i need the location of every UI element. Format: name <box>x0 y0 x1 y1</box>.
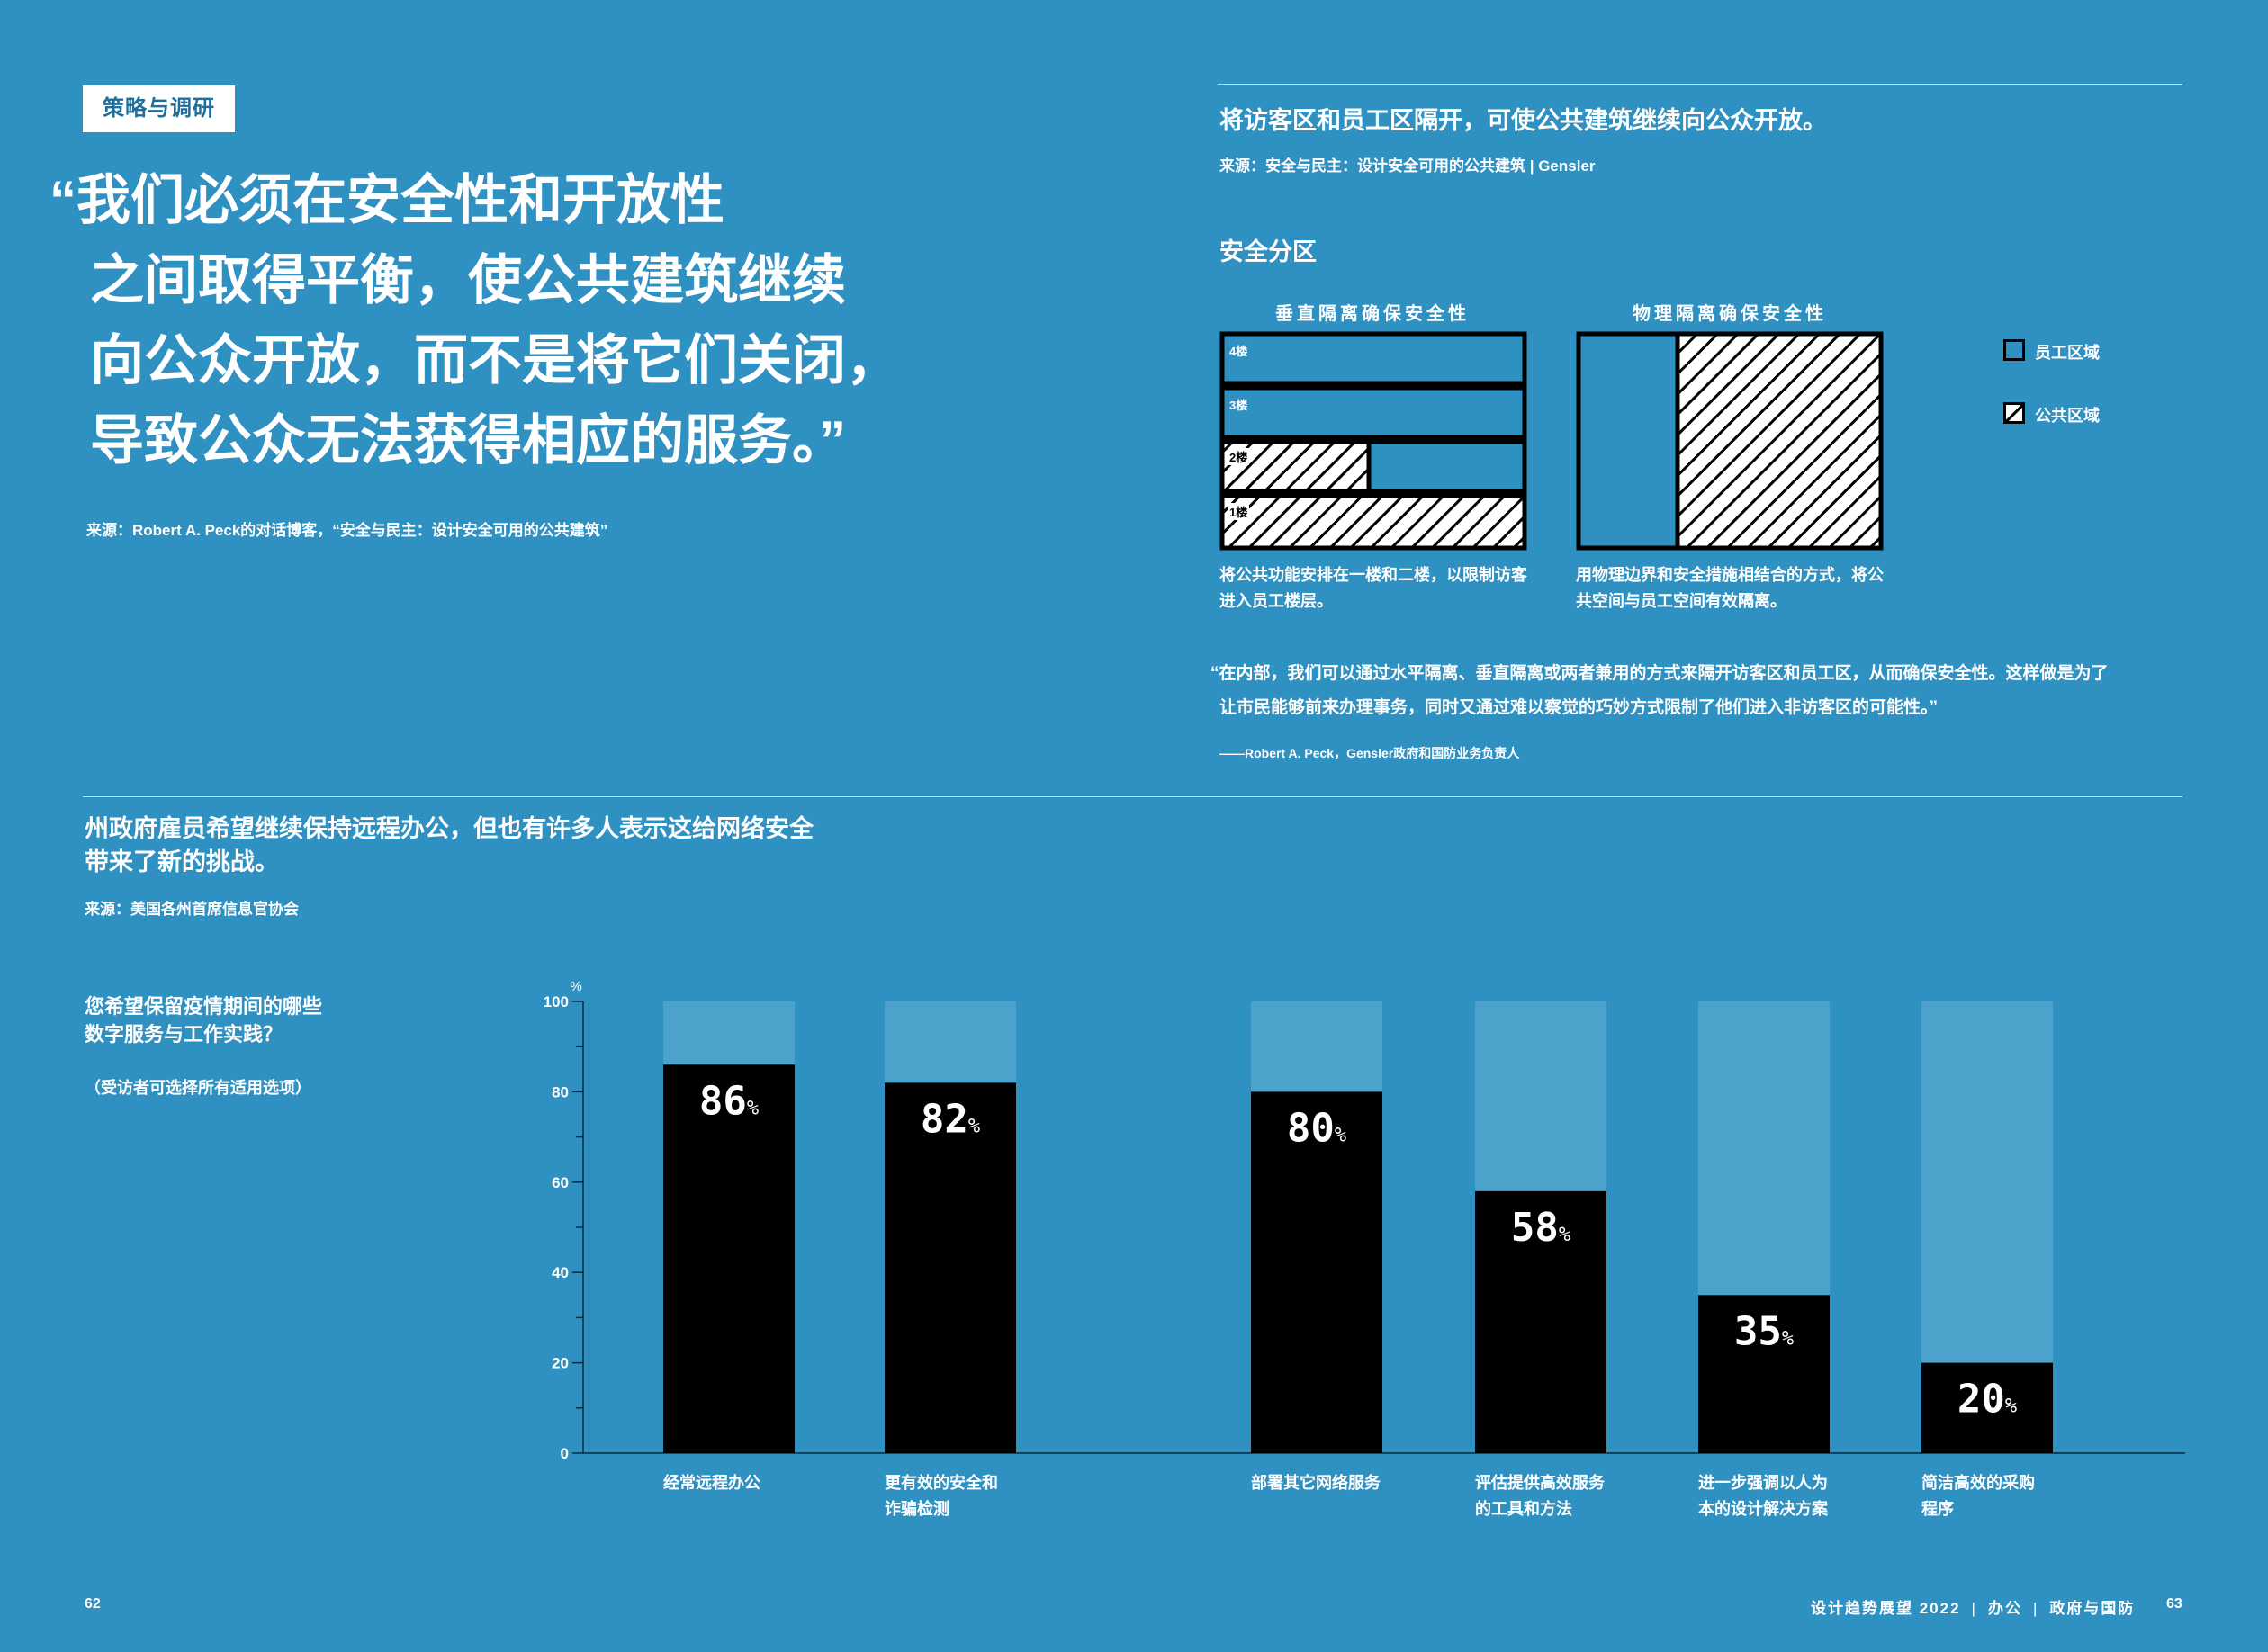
survey-question: 您希望保留疫情期间的哪些 数字服务与工作实践？ <box>85 992 322 1048</box>
diagram-title: 安全分区 <box>1220 238 1317 265</box>
quote-line: 向公众开放，而不是将它们关闭， <box>90 330 900 391</box>
bottom-source: 来源：美国各州首席信息官协会 <box>85 901 299 918</box>
bar <box>885 1082 1016 1453</box>
left-page-number: 62 <box>85 1596 101 1612</box>
running-footer: 设计趋势展望 2022 | 办公 | 政府与国防 <box>1811 1595 2135 1618</box>
public-zone-legend-label: 公共区域 <box>2035 407 2100 425</box>
footer-separator: | <box>2032 1600 2039 1617</box>
physical-separation-caption: 用物理边界和安全措施相结合的方式，将公 共空间与员工空间有效隔离。 <box>1576 562 1884 615</box>
question-line: 您希望保留疫情期间的哪些 <box>85 995 323 1018</box>
divider-top-right <box>1218 84 2182 85</box>
question-line: 数字服务与工作实践？ <box>85 1023 284 1046</box>
category-label: 的工具和方法 <box>1475 1499 1572 1518</box>
footer-separator: | <box>1971 1600 1977 1617</box>
survey-note: （受访者可选择所有适用选项） <box>85 1079 311 1097</box>
caption-line: 将公共功能安排在一楼和二楼，以限制访客 <box>1220 566 1527 584</box>
quote-line: 之间取得平衡，使公共建筑继续 <box>90 250 846 310</box>
bar <box>1475 1190 1606 1453</box>
bar-value-label: 86% <box>699 1078 759 1124</box>
caption-line: 用物理边界和安全措施相结合的方式，将公 <box>1576 566 1884 584</box>
category-label: 本的设计解决方案 <box>1698 1499 1829 1518</box>
y-axis-unit: % <box>570 979 581 994</box>
staff-zone-legend-swatch <box>2003 339 2025 361</box>
category-label: 进一步强调以人为 <box>1698 1473 1828 1492</box>
vertical-separation-title: 垂直隔离确保安全性 <box>1275 304 1470 324</box>
y-tick-label: 60 <box>552 1174 569 1191</box>
bar <box>1698 1295 1830 1453</box>
right-heading: 将访客区和员工区隔开，可使公共建筑继续向公众开放。 <box>1220 107 1827 134</box>
heading-line: 州政府雇员希望继续保持远程办公，但也有许多人表示这给网络安全 <box>85 815 814 842</box>
public-zone-legend-swatch <box>2003 402 2025 424</box>
category-label: 更有效的安全和 <box>885 1473 998 1492</box>
bottom-heading: 州政府雇员希望继续保持远程办公，但也有许多人表示这给网络安全 带来了新的挑战。 <box>85 813 814 879</box>
staff-zone-legend-label: 员工区域 <box>2035 344 2100 362</box>
category-label: 程序 <box>1922 1499 1954 1518</box>
heading-line: 带来了新的挑战。 <box>85 848 279 875</box>
floor-4-label: 4楼 <box>1229 345 1248 358</box>
public-zone <box>1675 331 1884 551</box>
category-label: 经常远程办公 <box>663 1473 760 1492</box>
category-label: 评估提供高效服务 <box>1475 1473 1606 1492</box>
bar <box>1251 1091 1382 1453</box>
floor-4 <box>1220 331 1527 386</box>
floor-3-label: 3楼 <box>1229 399 1248 412</box>
caption-line: 进入员工楼层。 <box>1220 592 1333 610</box>
quote-line: 让市民能够前来办理事务，同时又通过难以察觉的巧妙方式限制了他们进入非访客区的可能… <box>1220 698 1939 717</box>
y-tick-label: 40 <box>552 1264 569 1281</box>
internal-quote: “在内部，我们可以通过水平隔离、垂直隔离或两者兼用的方式来隔开访客区和员工区，从… <box>1210 657 2192 725</box>
quote-line: “在内部，我们可以通过水平隔离、垂直隔离或两者兼用的方式来隔开访客区和员工区，从… <box>1210 664 2109 683</box>
bar-value-label: 35% <box>1734 1308 1794 1354</box>
vertical-separation-caption: 将公共功能安排在一楼和二楼，以限制访客 进入员工楼层。 <box>1220 562 1527 615</box>
section-tag: 策略与调研 <box>83 85 235 132</box>
y-tick-label: 80 <box>552 1083 569 1100</box>
y-tick-label: 20 <box>552 1355 569 1372</box>
caption-line: 共空间与员工空间有效隔离。 <box>1576 592 1786 610</box>
publication-title: 设计趋势展望 2022 <box>1811 1600 1961 1617</box>
y-tick-label: 100 <box>544 993 569 1010</box>
right-page-number: 63 <box>2166 1596 2182 1612</box>
bar <box>663 1064 795 1453</box>
bar-value-label: 80% <box>1287 1105 1346 1151</box>
floor-3 <box>1220 385 1527 440</box>
right-source: 来源：安全与民主：设计安全可用的公共建筑 | Gensler <box>1220 157 1596 175</box>
y-tick-label: 0 <box>561 1445 569 1462</box>
floor-2-label: 2楼 <box>1228 448 1250 465</box>
bar <box>1922 1362 2053 1453</box>
category-label: 简洁高效的采购 <box>1922 1473 2035 1492</box>
footer-subsection: 政府与国防 <box>2049 1600 2136 1617</box>
quote-line: “我们必须在安全性和开放性 <box>50 170 724 230</box>
physical-separation-diagram <box>1576 331 1884 551</box>
quote-attribution: ——Robert A. Peck，Gensler政府和国防业务负责人 <box>1220 746 1520 760</box>
floor-1-label: 1楼 <box>1228 503 1250 520</box>
physical-separation-title: 物理隔离确保安全性 <box>1633 304 1827 324</box>
bar-value-label: 82% <box>921 1096 980 1142</box>
divider-bottom <box>83 796 2182 797</box>
pull-quote: “我们必须在安全性和开放性 之间取得平衡，使公共建筑继续 向公众开放，而不是将它… <box>50 160 932 480</box>
category-label: 诈骗检测 <box>885 1499 950 1518</box>
quote-source: 来源：Robert A. Peck的对话博客，“安全与民主：设计安全可用的公共建… <box>86 522 608 539</box>
bar-value-label: 20% <box>1958 1377 2017 1423</box>
category-label: 部署其它网络服务 <box>1251 1473 1382 1492</box>
bar-value-label: 58% <box>1511 1205 1570 1251</box>
quote-line: 导致公众无法获得相应的服务。” <box>90 410 846 471</box>
floor-1-public-zone <box>1220 493 1527 551</box>
footer-section: 办公 <box>1987 1600 2022 1617</box>
